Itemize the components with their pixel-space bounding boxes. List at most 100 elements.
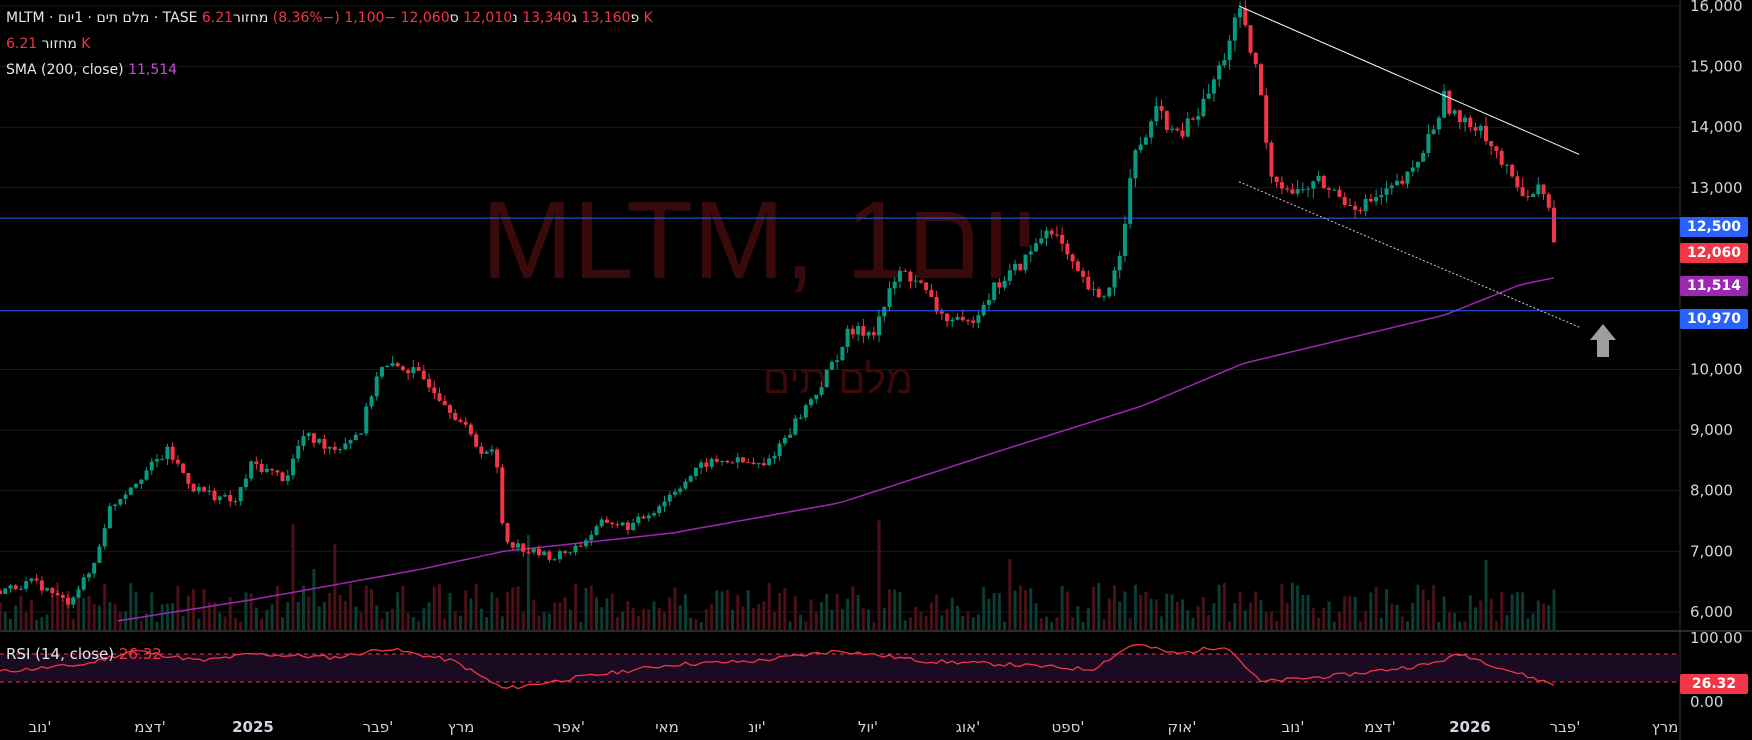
volume-bar — [772, 612, 776, 630]
volume-bar — [636, 616, 640, 630]
volume-bar — [422, 608, 426, 630]
candle-body — [557, 551, 562, 560]
candle-body — [955, 316, 960, 320]
candle-body — [348, 440, 353, 444]
volume-bar — [150, 592, 154, 630]
candle-body — [222, 495, 227, 497]
volume-bar — [558, 602, 562, 630]
volume-bar — [254, 607, 258, 630]
candle-body — [118, 498, 123, 505]
volume-bar — [736, 594, 740, 630]
candle-body — [186, 473, 191, 484]
price-badge-last-close[interactable]: 12,060 — [1680, 243, 1748, 263]
volume-bar — [301, 585, 305, 630]
volume-bar — [129, 583, 133, 630]
candle-body — [71, 597, 76, 605]
volume-bar — [1542, 603, 1546, 630]
price-badge-hline-upper[interactable]: 12,500 — [1680, 217, 1748, 237]
candle-body — [411, 367, 416, 374]
candle-body — [81, 577, 86, 590]
volume-bar — [1060, 585, 1064, 630]
volume-bar — [223, 616, 227, 630]
candle-body — [165, 446, 170, 460]
candle-body — [1044, 230, 1049, 239]
candle-body — [840, 346, 845, 361]
price-badge-hline-lower[interactable]: 10,970 — [1680, 309, 1748, 329]
volume-bar — [1468, 595, 1472, 630]
candle-body — [144, 470, 149, 480]
volume-bar — [1217, 584, 1221, 630]
price-badge-rsi[interactable]: 26.32 — [1680, 674, 1748, 694]
candle-body — [1185, 118, 1190, 137]
candle-body — [353, 434, 358, 441]
candle-body — [1222, 60, 1227, 66]
candle-body — [374, 376, 379, 397]
candle-body — [1504, 164, 1509, 166]
candle-body — [866, 332, 871, 336]
candle-body — [1248, 25, 1253, 53]
candle-body — [1054, 234, 1059, 236]
time-axis-label: נוב' — [29, 718, 52, 736]
price-axis-label: 9,000 — [1690, 421, 1733, 439]
candle-body — [1295, 189, 1300, 194]
volume-bar — [1547, 605, 1551, 630]
volume-bar — [469, 598, 473, 630]
candle-body — [359, 433, 364, 435]
candle-body — [154, 459, 159, 462]
volume-bar — [1013, 590, 1017, 630]
volume-bar — [369, 588, 373, 630]
volume-bar — [1515, 592, 1519, 630]
sma-line — [117, 277, 1555, 622]
price-badge-sma[interactable]: 11,514 — [1680, 276, 1748, 296]
volume-bar — [600, 607, 604, 630]
high-label: ג — [571, 10, 577, 26]
candle-body — [1133, 150, 1138, 179]
candle-body — [327, 446, 332, 449]
candle-body — [55, 593, 60, 596]
volume-bar — [1238, 591, 1242, 630]
volume-bar — [788, 621, 792, 630]
volume-bar — [1474, 607, 1478, 630]
time-axis-label: פבר' — [363, 718, 394, 736]
candle-body — [196, 487, 201, 492]
volume-bar — [715, 590, 719, 630]
candle-body — [332, 446, 337, 450]
volume-bar — [767, 582, 771, 630]
volume-bar — [887, 589, 891, 630]
candle-body — [291, 458, 296, 476]
volume-bar — [1222, 583, 1226, 630]
volume-bar — [181, 615, 185, 630]
volume-bar — [500, 616, 504, 630]
volume-bar — [757, 604, 761, 630]
candle-body — [8, 585, 13, 589]
candle-body — [1065, 243, 1070, 255]
volume-bar — [1123, 591, 1127, 630]
candle-body — [317, 438, 322, 443]
candle-body — [1290, 189, 1295, 194]
candle-body — [761, 463, 766, 466]
candle-body — [646, 515, 651, 519]
candle-body — [1520, 187, 1525, 197]
volume-bar — [458, 615, 462, 630]
volume-bar — [134, 592, 138, 630]
volume-bar — [1385, 589, 1389, 630]
candle-body — [803, 405, 808, 418]
candle-body — [322, 438, 327, 449]
volume-bar — [1447, 612, 1451, 630]
time-axis-label: מרץ — [448, 718, 475, 736]
volume-bar — [1228, 621, 1232, 630]
candle-body — [725, 460, 730, 463]
candle-body — [369, 396, 374, 407]
sma-legend[interactable]: SMA (200, close) 11,514 — [6, 60, 177, 80]
arrow-up-icon — [1590, 324, 1616, 357]
volume-bar — [835, 593, 839, 630]
price-axis-label: 13,000 — [1690, 179, 1743, 197]
rsi-legend[interactable]: RSI (14, close) 26.32 — [6, 645, 162, 663]
candle-body — [113, 504, 118, 507]
candle-body — [971, 320, 976, 323]
candle-body — [39, 580, 44, 591]
candle-body — [1117, 255, 1122, 271]
volume-bar — [1479, 600, 1483, 630]
volume-bar — [1536, 600, 1540, 630]
